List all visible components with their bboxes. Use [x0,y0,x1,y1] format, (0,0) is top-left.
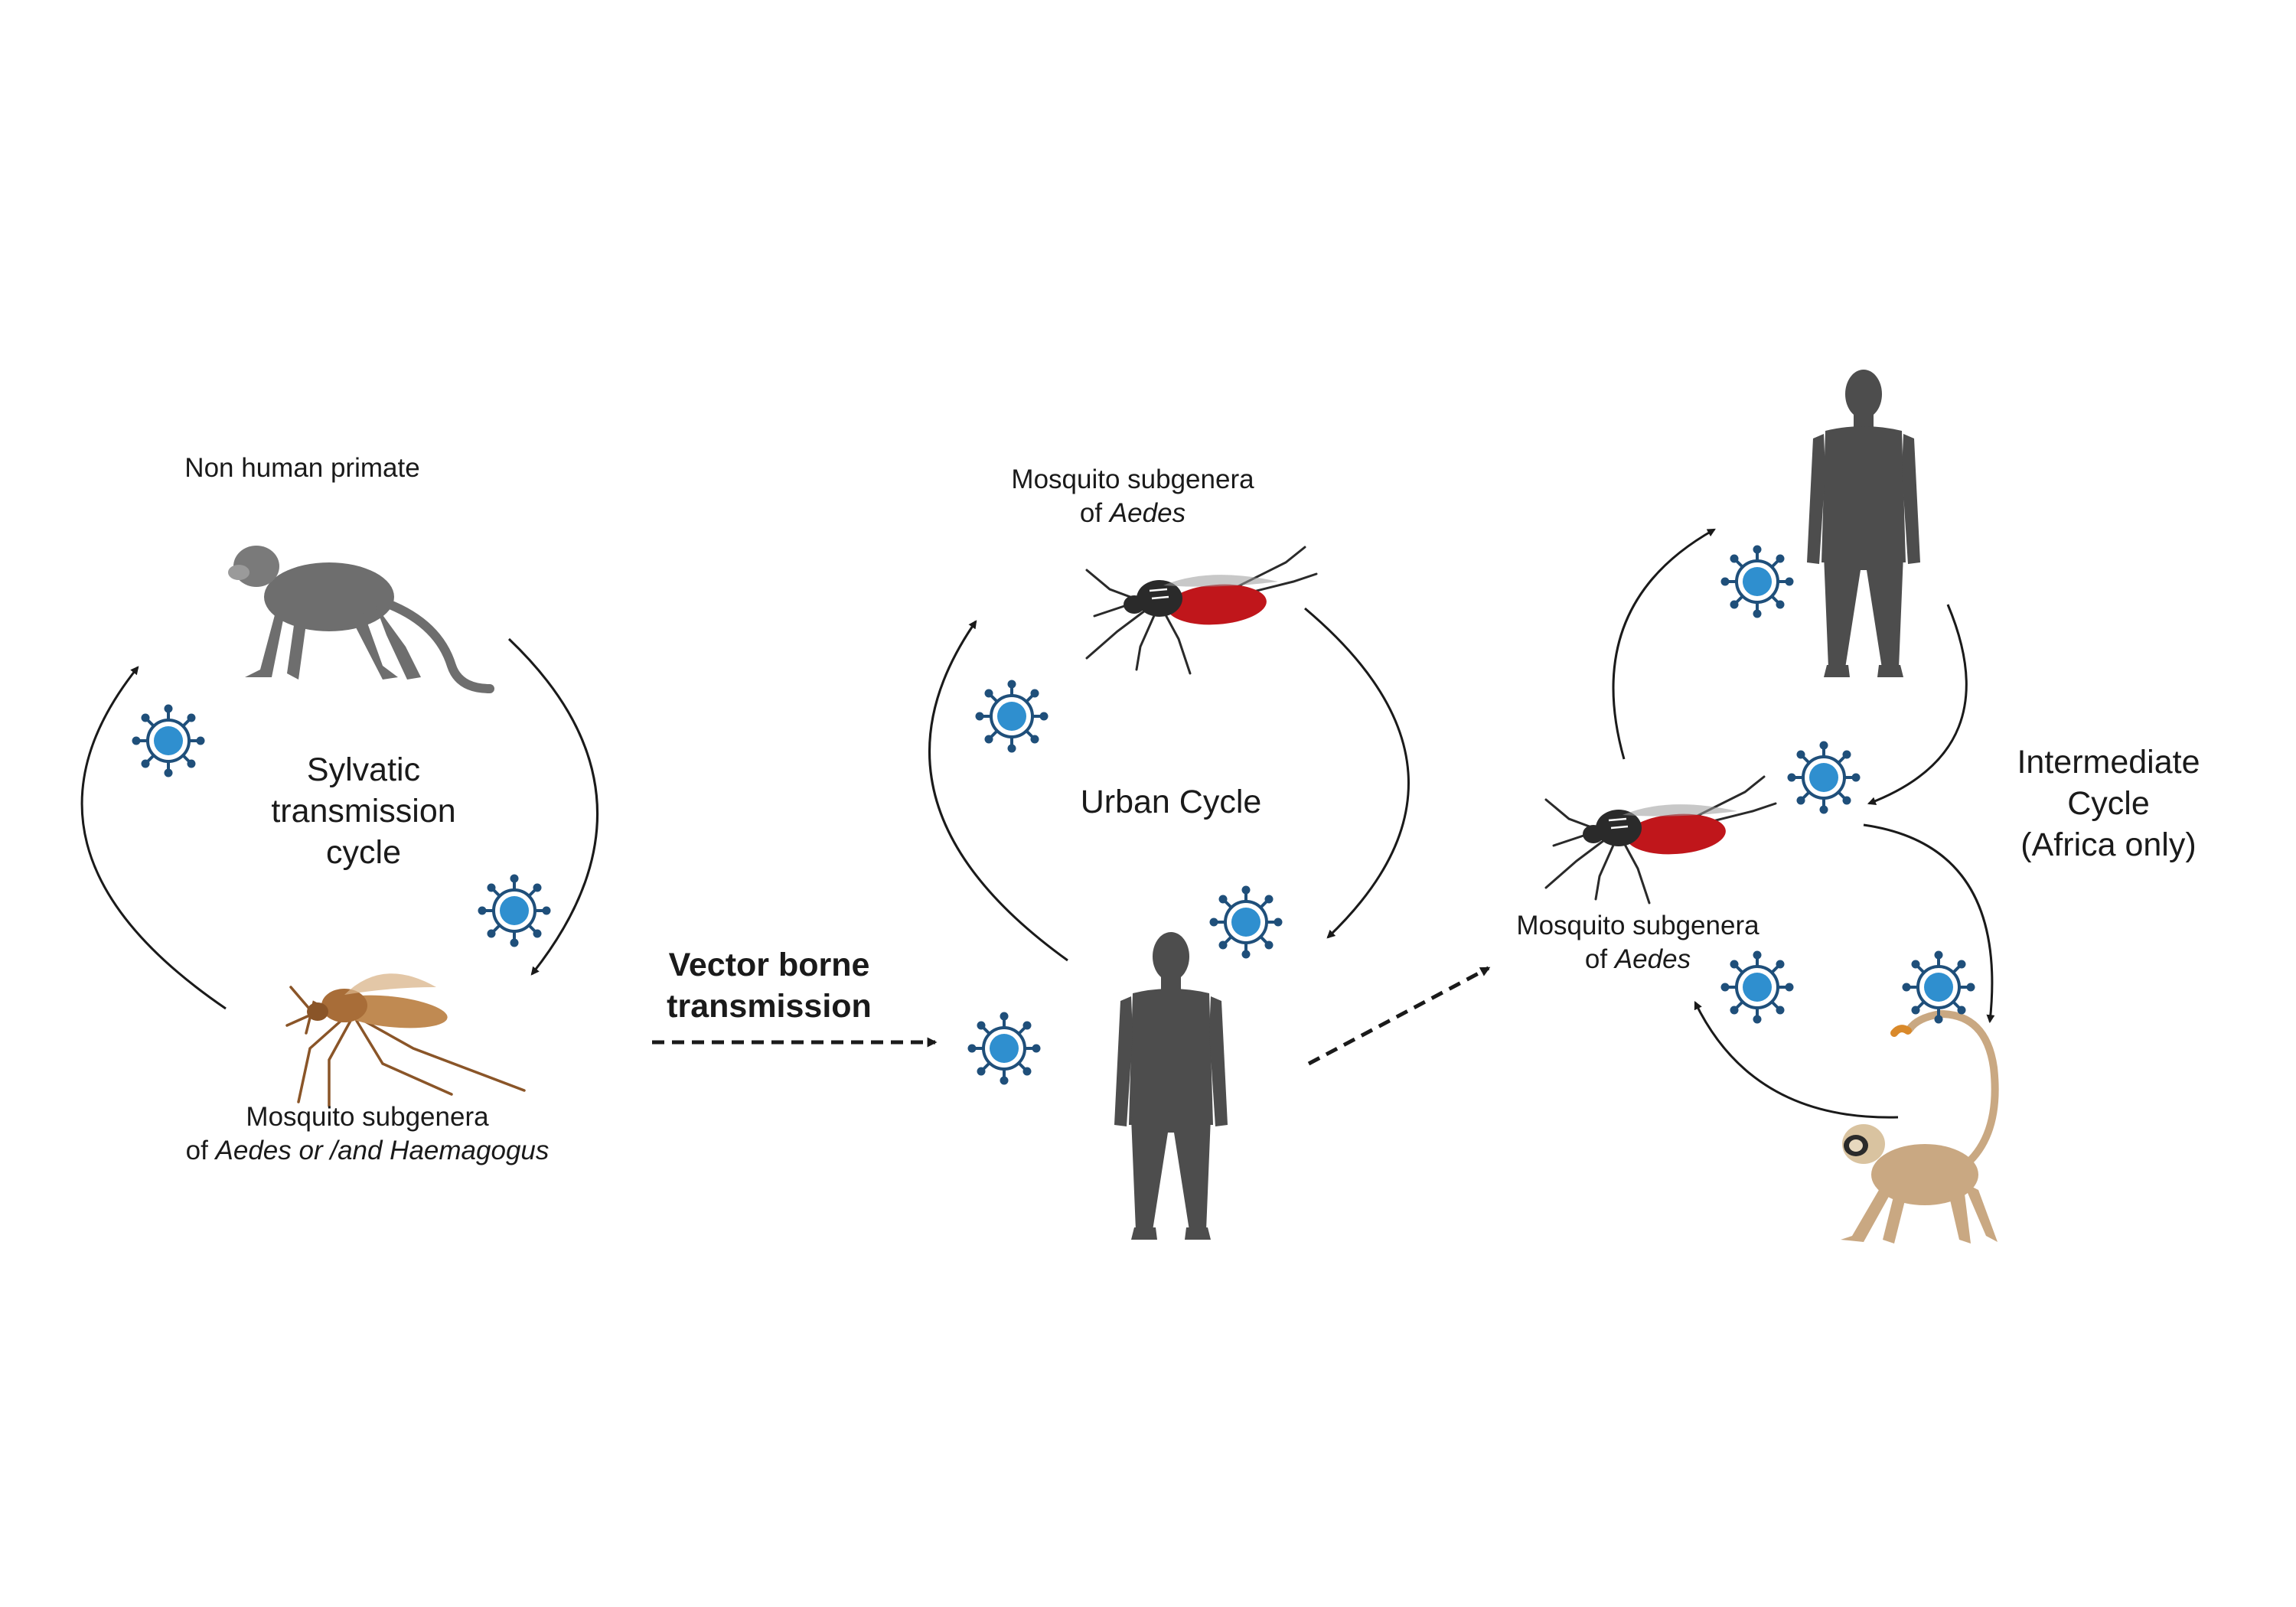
vervet-monkey-icon [1841,1014,1998,1244]
mosquito-icon [1544,775,1777,905]
virus-icon [1719,543,1795,620]
intermediate-cycle-title: Intermediate Cycle (Africa only) [2017,744,2200,863]
virus-icon [974,678,1050,755]
arrow-mosquito-to-vervet [1863,823,1995,1024]
arrow-human-to-mosquito [928,620,1068,962]
virus-icon [1786,739,1862,816]
arrow-human-to-mosquito-intermediate [1867,604,1968,805]
urban-cycle-title: Urban Cycle [1080,784,1262,820]
virus-icon [476,872,553,949]
arrow-mosquito-to-human-intermediate [1612,528,1716,760]
human-icon [1114,932,1228,1240]
human-icon [1807,370,1920,677]
arrow-mosquito-to-human [1304,607,1410,939]
virus-icon [1900,949,1977,1025]
arrow-urban-to-intermediate [1307,966,1491,1066]
arrow-primate-to-mosquito [507,637,599,976]
mosquito-icon [285,972,526,1107]
monkey-icon [228,546,490,689]
intermediate-vector-label: Mosquito subgenera of Aedes [1516,911,1760,974]
arrow-mosquito-to-primate [80,666,227,1010]
virus-icon [966,1010,1042,1087]
mosquito-icon [1085,546,1318,675]
vector-borne-transmission-label: Vector borne transmission [667,947,872,1025]
virus-icon [130,702,207,779]
sylvatic-vector-label: Mosquito subgenera of Aedes or /and Haem… [185,1102,550,1165]
arrow-vervet-to-mosquito [1694,1001,1899,1119]
sylvatic-cycle-title: Sylvatic transmission cycle [271,751,456,871]
urban-vector-label: Mosquito subgenera of Aedes [1011,464,1254,528]
virus-icon [1208,884,1284,960]
non-human-primate-label: Non human primate [184,453,420,483]
